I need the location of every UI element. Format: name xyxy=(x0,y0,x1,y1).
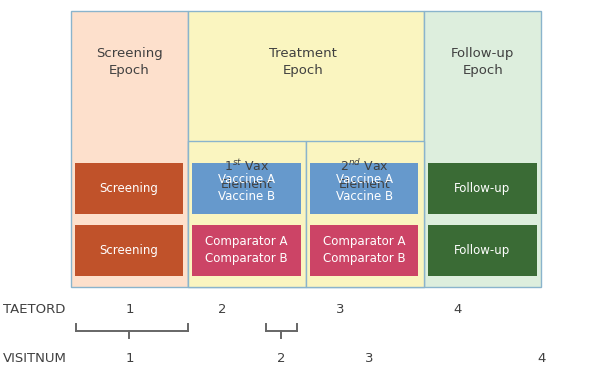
FancyBboxPatch shape xyxy=(192,163,301,214)
Text: Comparator A
Comparator B: Comparator A Comparator B xyxy=(323,236,406,266)
FancyBboxPatch shape xyxy=(71,11,188,287)
Text: Follow-up: Follow-up xyxy=(454,182,510,195)
Text: Comparator A
Comparator B: Comparator A Comparator B xyxy=(205,236,288,266)
FancyBboxPatch shape xyxy=(192,225,301,276)
Text: 3: 3 xyxy=(365,352,373,364)
FancyBboxPatch shape xyxy=(75,225,183,276)
Text: Follow-up
Epoch: Follow-up Epoch xyxy=(451,47,515,77)
FancyBboxPatch shape xyxy=(188,11,424,287)
Text: 1$^{st}$ Vax
Element: 1$^{st}$ Vax Element xyxy=(221,158,273,190)
Text: Screening: Screening xyxy=(100,244,158,257)
FancyBboxPatch shape xyxy=(306,141,424,287)
FancyBboxPatch shape xyxy=(310,225,418,276)
FancyBboxPatch shape xyxy=(75,163,183,214)
Text: 4: 4 xyxy=(453,303,462,316)
Text: 1: 1 xyxy=(125,352,133,364)
Text: Screening
Epoch: Screening Epoch xyxy=(96,47,163,77)
Text: 4: 4 xyxy=(537,352,546,364)
Text: 2: 2 xyxy=(277,352,286,364)
Text: Vaccine A
Vaccine B: Vaccine A Vaccine B xyxy=(336,173,393,203)
Text: 1: 1 xyxy=(125,303,133,316)
Text: TAETORD: TAETORD xyxy=(3,303,65,316)
FancyBboxPatch shape xyxy=(310,163,418,214)
Text: Screening: Screening xyxy=(100,182,158,195)
FancyBboxPatch shape xyxy=(428,163,537,214)
Text: Vaccine A
Vaccine B: Vaccine A Vaccine B xyxy=(218,173,275,203)
Text: 3: 3 xyxy=(336,303,344,316)
Text: Follow-up: Follow-up xyxy=(454,244,510,257)
FancyBboxPatch shape xyxy=(428,225,537,276)
Text: 2: 2 xyxy=(218,303,227,316)
Text: VISITNUM: VISITNUM xyxy=(3,352,67,364)
Text: 2$^{nd}$ Vax
Element: 2$^{nd}$ Vax Element xyxy=(339,158,390,191)
FancyBboxPatch shape xyxy=(424,11,541,287)
FancyBboxPatch shape xyxy=(188,141,306,287)
Text: Treatment
Epoch: Treatment Epoch xyxy=(269,47,337,77)
